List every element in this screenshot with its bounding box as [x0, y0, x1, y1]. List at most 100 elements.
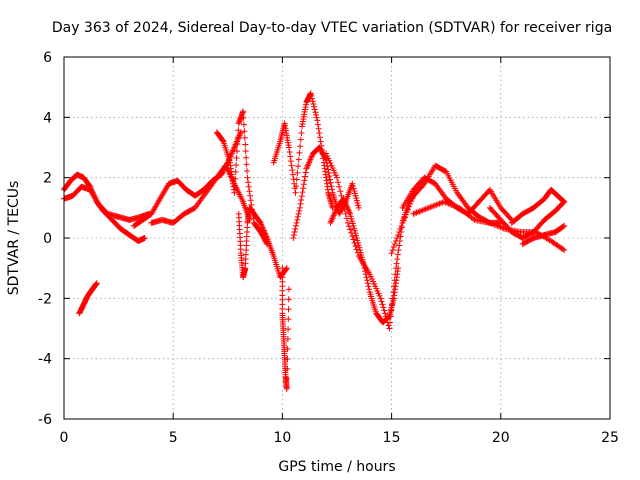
data-point	[364, 280, 371, 287]
series-track-r	[519, 222, 568, 248]
data-point	[404, 206, 411, 213]
data-point	[283, 266, 290, 273]
x-tick-label: 5	[169, 430, 178, 446]
data-point	[287, 153, 294, 160]
data-point	[396, 228, 403, 235]
data-point	[243, 161, 250, 168]
x-tick-label: 10	[273, 430, 291, 446]
data-point	[353, 246, 360, 253]
data-point	[301, 177, 308, 184]
data-point	[324, 163, 331, 170]
data-point	[388, 307, 395, 314]
data-point	[399, 219, 406, 226]
data-marks	[61, 90, 568, 392]
data-point	[219, 137, 226, 144]
data-point	[387, 319, 394, 326]
data-point	[335, 179, 342, 186]
data-point	[393, 260, 400, 267]
data-point	[392, 271, 399, 278]
data-point	[299, 189, 306, 196]
data-point	[285, 326, 292, 333]
data-point	[314, 117, 321, 124]
data-point	[559, 246, 566, 253]
data-point	[308, 92, 315, 99]
data-point	[285, 286, 292, 293]
data-point	[325, 169, 332, 176]
data-point	[339, 197, 346, 204]
data-point	[406, 203, 413, 210]
data-point	[325, 166, 332, 173]
data-point	[231, 189, 238, 196]
data-point	[337, 188, 344, 195]
data-point	[293, 176, 300, 183]
data-point	[396, 242, 403, 249]
data-point	[298, 193, 305, 200]
data-point	[377, 295, 384, 302]
series-track-m	[388, 162, 504, 257]
data-point	[231, 182, 238, 189]
data-point	[93, 280, 100, 287]
data-point	[387, 313, 394, 320]
data-point	[401, 214, 408, 221]
data-point	[383, 316, 390, 323]
data-point	[302, 169, 309, 176]
data-point	[244, 168, 251, 175]
data-point	[290, 231, 297, 238]
data-point	[348, 229, 355, 236]
data-point	[336, 183, 343, 190]
y-axis-title: SDTVAR / TECUs	[6, 181, 22, 296]
data-point	[334, 174, 340, 181]
x-tick-label: 25	[601, 430, 619, 446]
data-point	[284, 336, 291, 343]
data-point	[234, 141, 241, 148]
data-point	[241, 128, 248, 135]
data-point	[394, 251, 401, 258]
data-point	[380, 304, 387, 311]
data-point	[507, 215, 514, 222]
data-point	[382, 310, 389, 317]
data-point	[347, 226, 354, 233]
data-point	[385, 322, 392, 329]
data-point	[245, 183, 252, 190]
series-track-o	[410, 198, 568, 254]
data-point	[390, 289, 397, 296]
data-point	[394, 256, 401, 263]
series-track-q	[508, 186, 568, 226]
data-point	[398, 222, 405, 229]
data-point	[395, 247, 402, 254]
data-point	[326, 173, 333, 180]
data-point	[561, 247, 568, 254]
data-point	[408, 198, 415, 205]
data-point	[342, 210, 349, 217]
data-point	[295, 163, 302, 170]
data-point	[355, 204, 362, 211]
data-point	[420, 181, 427, 188]
data-point	[284, 355, 291, 362]
data-point	[287, 158, 294, 165]
y-tick-label: 6	[43, 50, 52, 66]
data-point	[341, 206, 348, 213]
y-tick-label: -4	[38, 352, 52, 368]
data-point	[294, 213, 301, 220]
data-point	[283, 385, 290, 392]
series-track-g	[235, 204, 290, 281]
data-point	[242, 141, 249, 148]
data-point	[560, 198, 567, 205]
x-tick-label: 20	[492, 430, 510, 446]
series-track-p	[486, 198, 568, 241]
y-tick-label: 4	[43, 110, 52, 126]
data-point	[293, 219, 300, 226]
data-point	[310, 101, 317, 108]
data-point	[243, 154, 250, 161]
data-point	[400, 217, 407, 224]
data-point	[291, 228, 298, 235]
data-point	[232, 175, 239, 182]
data-point	[300, 185, 307, 192]
data-point	[244, 174, 251, 181]
data-point	[313, 114, 320, 121]
data-point	[292, 222, 299, 229]
y-tick-label: 2	[43, 171, 52, 187]
data-point	[350, 236, 357, 243]
series-track-b	[61, 183, 153, 223]
